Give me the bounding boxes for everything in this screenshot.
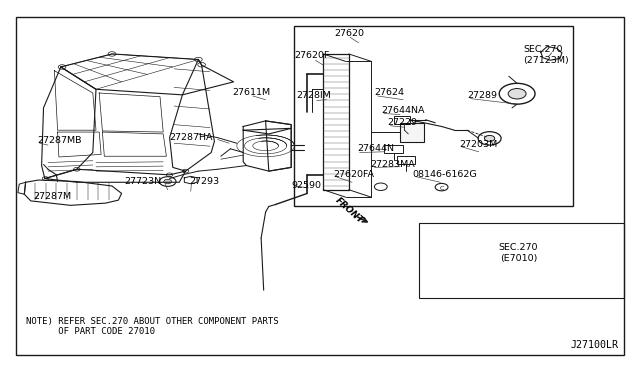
Text: 27287MB: 27287MB: [37, 136, 82, 145]
Text: 08146-6162G: 08146-6162G: [413, 170, 477, 179]
Bar: [384, 145, 403, 153]
Text: 27620: 27620: [334, 29, 364, 38]
Text: 27723N: 27723N: [125, 177, 162, 186]
Text: 27289: 27289: [467, 91, 497, 100]
Bar: [400, 123, 424, 142]
Bar: [419, 223, 624, 298]
Bar: [294, 26, 573, 206]
Circle shape: [484, 135, 495, 141]
Text: C: C: [440, 186, 444, 191]
Text: 27287HA: 27287HA: [169, 133, 212, 142]
Text: 27229: 27229: [387, 118, 417, 126]
Text: FRONT: FRONT: [333, 195, 365, 225]
Text: 27611M: 27611M: [232, 88, 270, 97]
Bar: [397, 156, 415, 164]
Text: 27644NA: 27644NA: [381, 106, 424, 115]
Text: SEC.270
(27123M): SEC.270 (27123M): [524, 45, 569, 65]
Text: 27620F: 27620F: [294, 51, 330, 60]
Text: OF PART CODE 27010: OF PART CODE 27010: [26, 327, 155, 336]
Text: J27100LR: J27100LR: [571, 340, 619, 350]
Text: 27620FA: 27620FA: [333, 170, 374, 179]
Text: 27203M: 27203M: [460, 140, 498, 149]
Text: 92590: 92590: [291, 181, 321, 190]
Text: 27287M: 27287M: [33, 192, 72, 201]
Text: NOTE) REFER SEC.270 ABOUT OTHER COMPONENT PARTS: NOTE) REFER SEC.270 ABOUT OTHER COMPONEN…: [26, 317, 278, 326]
Text: 27283MA: 27283MA: [370, 160, 415, 169]
Circle shape: [508, 89, 526, 99]
Text: SEC.270
(E7010): SEC.270 (E7010): [499, 243, 538, 263]
Circle shape: [164, 179, 172, 184]
Text: 2728lM: 2728lM: [296, 92, 331, 100]
Text: 27293: 27293: [189, 177, 219, 186]
Bar: [394, 116, 410, 124]
Text: 27644N: 27644N: [357, 144, 394, 153]
Text: 27624: 27624: [374, 88, 404, 97]
